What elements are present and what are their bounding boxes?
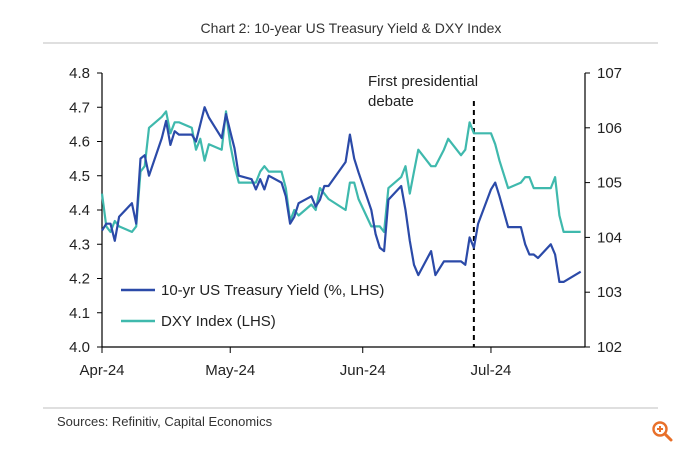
debate-annotation-line: debate	[368, 93, 414, 110]
left-axis-tick-label: 4.8	[69, 65, 90, 82]
source-note: Sources: Refinitiv, Capital Economics	[57, 414, 273, 429]
zoom-in-icon[interactable]	[650, 419, 674, 443]
legend-label-dxy: DXY Index (LHS)	[161, 313, 276, 330]
right-axis-tick-label: 106	[597, 120, 622, 137]
x-axis-tick-label: Apr-24	[79, 362, 124, 379]
left-axis-tick-label: 4.0	[69, 339, 90, 356]
debate-annotation-label: First presidential debate	[368, 73, 478, 110]
left-axis-tick-label: 4.2	[69, 271, 90, 288]
chart-title: Chart 2: 10-year US Treasury Yield & DXY…	[201, 20, 502, 36]
right-axis-tick-label: 104	[597, 229, 622, 246]
x-axis-tick-label: May-24	[205, 362, 255, 379]
treasury-yield-series-line	[101, 106, 582, 283]
right-axis-tick-label: 105	[597, 175, 622, 192]
plot-area: 4.0 4.1 4.2 4.3 4.4 4.5 4.6 4.7 4.8 102 103 104 105 1…	[69, 65, 622, 379]
dxy-index-series-line	[100, 110, 581, 233]
x-axis-tick-label: Jun-24	[340, 362, 386, 379]
left-axis-tick-label: 4.5	[69, 168, 90, 185]
left-axis-tick-label: 4.7	[69, 99, 90, 116]
left-axis-tick-label: 4.3	[69, 236, 90, 253]
left-axis-tick-label: 4.4	[69, 202, 90, 219]
x-axis-tick-label: Jul-24	[471, 362, 512, 379]
right-axis-tick-label: 102	[597, 339, 622, 356]
right-axis-tick-label: 103	[597, 284, 622, 301]
right-axis-tick-label: 107	[597, 65, 622, 82]
left-axis-tick-label: 4.1	[69, 305, 90, 322]
legend-label-treasury: 10-yr US Treasury Yield (%, LHS)	[161, 282, 384, 299]
left-axis-tick-label: 4.6	[69, 134, 90, 151]
debate-annotation-line: First presidential	[368, 73, 478, 90]
